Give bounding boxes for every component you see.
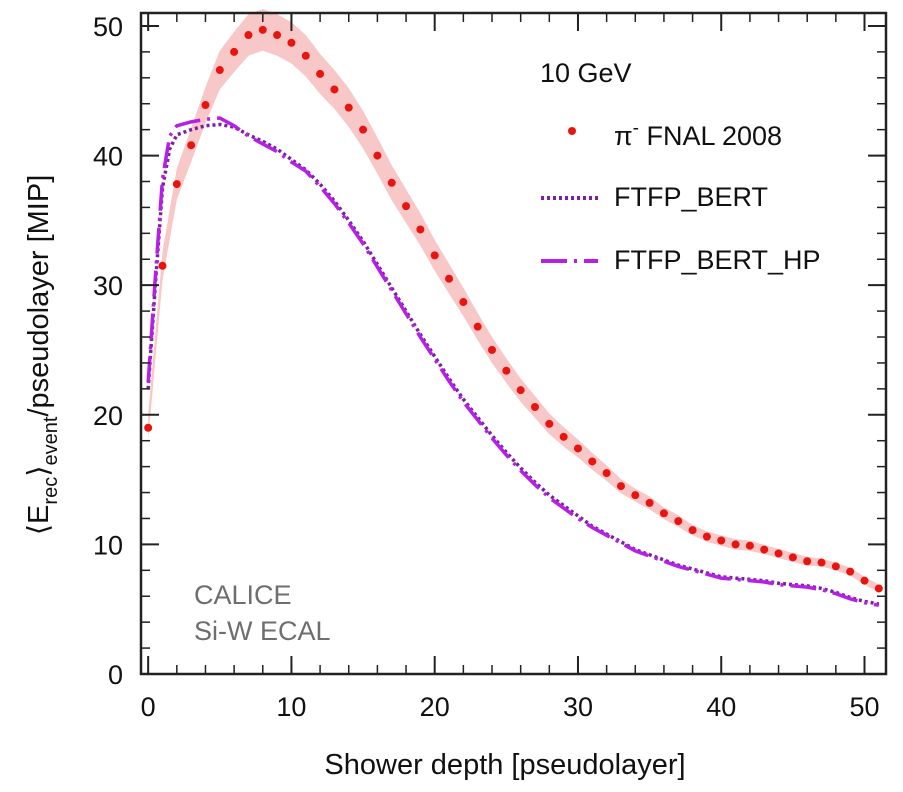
data-point <box>144 423 153 432</box>
series-line-ftfp-bert <box>146 122 880 606</box>
y-axis-title-open: ⟨E <box>23 505 55 536</box>
y-axis-title-sub-rec: rec <box>40 477 62 505</box>
data-point <box>831 562 840 571</box>
data-point <box>158 261 167 270</box>
data-point <box>846 567 855 576</box>
data-point <box>172 180 181 189</box>
data-point <box>688 526 697 535</box>
y-tick-label: 50 <box>93 12 123 42</box>
data-point <box>874 584 883 593</box>
data-point <box>473 322 482 331</box>
data-point <box>674 517 683 526</box>
plot-frame <box>139 11 888 676</box>
data-point <box>659 509 668 518</box>
data-point <box>215 66 224 75</box>
data-point <box>430 251 439 260</box>
data-point <box>631 491 640 500</box>
x-tick-label: 50 <box>849 692 879 722</box>
y-tick-label: 10 <box>93 530 123 560</box>
data-point <box>459 298 468 307</box>
axis-ticks: 0 10 20 30 40 50 0 10 20 30 40 50 <box>93 12 886 722</box>
experiment-label-si-w-ecal: Si-W ECAL <box>194 616 331 646</box>
data-point <box>273 31 282 40</box>
data-point <box>760 545 769 554</box>
legend: π- FNAL 2008 FTFP_BERT FTFP_BERT_HP <box>541 118 821 275</box>
legend-label-data-sup: - <box>633 118 639 139</box>
x-tick-label: 20 <box>420 692 450 722</box>
data-point <box>445 274 454 283</box>
data-point <box>588 457 597 466</box>
data-point <box>301 51 310 60</box>
data-point <box>201 101 210 110</box>
y-tick-label: 20 <box>93 401 123 431</box>
data-point <box>788 553 797 562</box>
data-point <box>344 103 353 112</box>
x-axis-title: Shower depth [pseudolayer] <box>324 749 685 781</box>
data-point <box>244 31 253 40</box>
data-point <box>488 345 497 354</box>
data-point <box>817 558 826 567</box>
data-point <box>803 557 812 566</box>
data-point <box>530 403 539 412</box>
data-point <box>316 69 325 78</box>
data-point <box>187 141 196 150</box>
legend-label-ftfp-bert-hp: FTFP_BERT_HP <box>614 245 821 275</box>
legend-label-ftfp-bert: FTFP_BERT <box>614 182 768 212</box>
legend-label-data-text: FNAL 2008 <box>639 121 782 151</box>
y-axis-title-sub-event: event <box>40 416 62 465</box>
y-axis-title-close: ⟩ <box>23 465 55 476</box>
data-point <box>573 444 582 453</box>
x-tick-label: 30 <box>563 692 593 722</box>
data-uncertainty-band <box>148 9 879 593</box>
energy-annotation: 10 GeV <box>540 58 632 88</box>
data-point <box>559 432 568 441</box>
y-tick-label: 0 <box>108 660 123 690</box>
data-point <box>230 47 239 56</box>
data-point <box>359 125 368 134</box>
data-point <box>402 202 411 211</box>
data-point <box>602 469 611 478</box>
data-point <box>516 386 525 395</box>
y-tick-label: 40 <box>93 142 123 172</box>
y-tick-label: 30 <box>93 271 123 301</box>
data-point <box>745 541 754 550</box>
data-point <box>616 482 625 491</box>
data-point <box>502 366 511 375</box>
data-point <box>774 549 783 558</box>
data-point <box>330 85 339 94</box>
data-point <box>731 540 740 549</box>
legend-label-data-symbol: π <box>614 121 633 151</box>
data-point <box>373 151 382 160</box>
data-point <box>387 178 396 187</box>
legend-label-data: π- FNAL 2008 <box>614 118 782 151</box>
y-axis-title: ⟨Erec⟩event/pseudolayer [MIP] <box>23 175 62 536</box>
data-point <box>717 536 726 545</box>
legend-marker-data <box>568 127 576 135</box>
data-point <box>860 576 869 585</box>
data-point <box>545 419 554 428</box>
data-point <box>416 225 425 234</box>
data-point <box>645 498 654 507</box>
data-point <box>258 25 267 34</box>
plot-area <box>144 9 883 608</box>
data-point <box>287 38 296 47</box>
y-axis-title-rest: /pseudolayer [MIP] <box>23 175 55 417</box>
experiment-label-calice: CALICE <box>194 580 292 610</box>
series-line-ftfp-bert-hp <box>146 116 880 608</box>
x-tick-label: 10 <box>276 692 306 722</box>
data-point <box>702 532 711 541</box>
x-tick-label: 40 <box>706 692 736 722</box>
x-tick-label: 0 <box>141 692 156 722</box>
